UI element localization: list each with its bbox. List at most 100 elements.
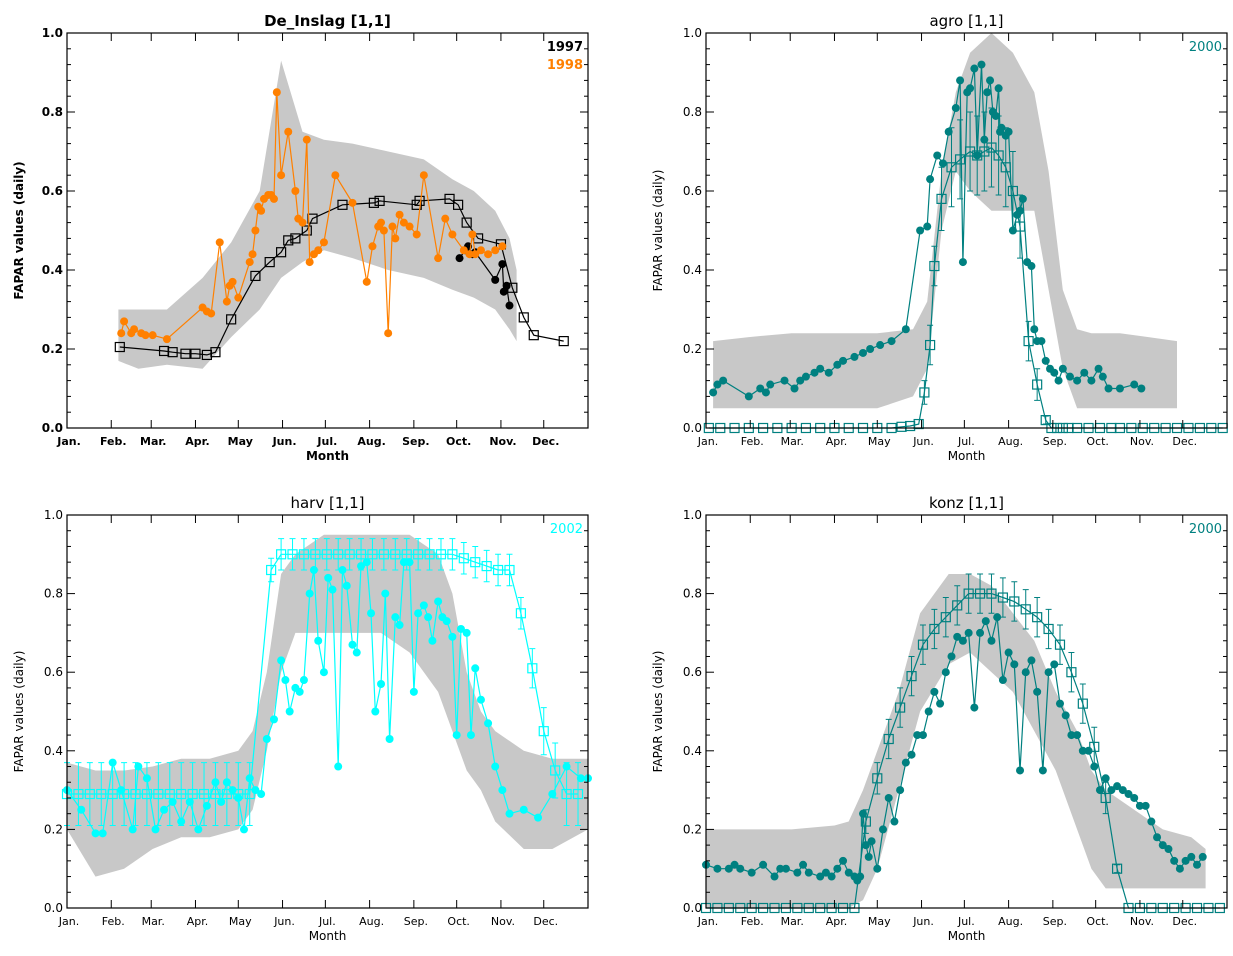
data-point	[1004, 648, 1013, 657]
error-bar	[380, 538, 387, 571]
data-point	[461, 217, 472, 228]
x-tick-label: May	[868, 915, 891, 928]
data-point	[901, 325, 910, 334]
data-point	[384, 329, 393, 338]
data-point	[379, 226, 388, 235]
data-point	[476, 246, 485, 255]
x-tick-label: Nov.	[489, 435, 516, 448]
x-tick-label: Jun.	[912, 915, 934, 928]
legend-entry: 1998	[547, 58, 583, 73]
data-point	[498, 242, 507, 251]
data-point	[1010, 660, 1019, 669]
data-point	[1073, 731, 1082, 740]
x-tick-label: Dec.	[533, 915, 558, 928]
error-bar	[927, 324, 934, 366]
data-point	[859, 809, 868, 818]
data-point	[901, 758, 910, 767]
data-point	[929, 623, 940, 635]
data-point	[1078, 746, 1087, 755]
data-point	[419, 171, 428, 180]
data-point	[148, 331, 157, 340]
data-point	[1094, 364, 1103, 373]
error-bar	[143, 762, 150, 826]
data-point	[576, 774, 585, 783]
data-point	[355, 549, 367, 560]
series-2	[709, 60, 1146, 401]
data-point	[781, 864, 790, 873]
data-point	[515, 608, 527, 619]
data-point	[399, 218, 408, 227]
data-point	[284, 127, 293, 136]
error-bar	[874, 762, 881, 795]
x-tick-label: Dec.	[532, 435, 559, 448]
data-point	[395, 210, 404, 219]
data-point	[352, 648, 361, 657]
data-point	[770, 872, 779, 881]
data-point	[447, 549, 458, 560]
data-point	[804, 868, 813, 877]
data-point	[348, 640, 357, 649]
x-axis-title: Month	[948, 929, 986, 943]
data-point	[936, 193, 947, 204]
plot-frame	[66, 32, 589, 429]
x-tick-label: Oct.	[1086, 435, 1109, 448]
data-point	[790, 384, 799, 393]
data-point	[1007, 185, 1018, 197]
data-point	[342, 581, 351, 590]
error-bar	[437, 538, 444, 571]
data-point	[295, 687, 304, 696]
data-point	[455, 254, 464, 263]
data-point	[1130, 793, 1139, 802]
y-tick-label: 0.6	[683, 665, 702, 679]
data-point	[1087, 376, 1096, 385]
data-point	[980, 135, 989, 144]
data-point	[1198, 852, 1207, 861]
data-point	[283, 235, 294, 246]
y-tick-label: 0.0	[44, 901, 63, 915]
data-point	[1084, 746, 1093, 755]
data-point	[385, 735, 394, 744]
data-point	[895, 702, 906, 713]
data-point	[1020, 604, 1031, 615]
data-point	[956, 76, 965, 85]
error-bar	[495, 553, 502, 587]
data-point	[1032, 379, 1043, 390]
x-tick-label: Oct.	[1086, 915, 1109, 928]
data-point	[371, 707, 380, 716]
y-tick-label: 1.0	[44, 508, 63, 522]
data-point	[952, 600, 963, 611]
plot-frame	[66, 514, 589, 909]
error-bar	[942, 597, 949, 638]
data-point	[1023, 336, 1034, 347]
data-point	[357, 562, 366, 571]
data-point	[913, 731, 922, 740]
data-point	[434, 254, 443, 263]
data-point	[1050, 368, 1059, 377]
data-point	[419, 601, 428, 610]
data-point	[471, 250, 480, 259]
data-point	[561, 788, 572, 800]
data-point	[998, 676, 1007, 685]
data-point	[142, 774, 151, 783]
data-point	[1175, 864, 1184, 873]
data-point	[114, 341, 125, 353]
data-point	[234, 293, 243, 302]
chart-panel-1: 0.0 0.2 0.4 0.6 0.8 1.0 Jan. Feb. Mar. Apr. May Jun…	[12, 12, 589, 463]
data-point	[987, 636, 996, 645]
data-point	[940, 612, 951, 623]
data-point	[766, 380, 775, 389]
data-point	[709, 388, 718, 397]
y-tick-label: 0.6	[44, 665, 63, 679]
x-tick-label: May	[868, 435, 891, 448]
data-point	[859, 348, 868, 357]
error-bar	[86, 762, 93, 826]
data-point	[250, 270, 261, 282]
data-point	[117, 329, 126, 338]
data-point	[167, 347, 178, 358]
data-point	[986, 588, 997, 599]
data-point	[1107, 786, 1116, 795]
error-bar	[931, 245, 938, 287]
legend-entry: 1997	[547, 40, 583, 55]
data-point	[1058, 364, 1067, 373]
x-tick-label: Mar.	[142, 915, 165, 928]
